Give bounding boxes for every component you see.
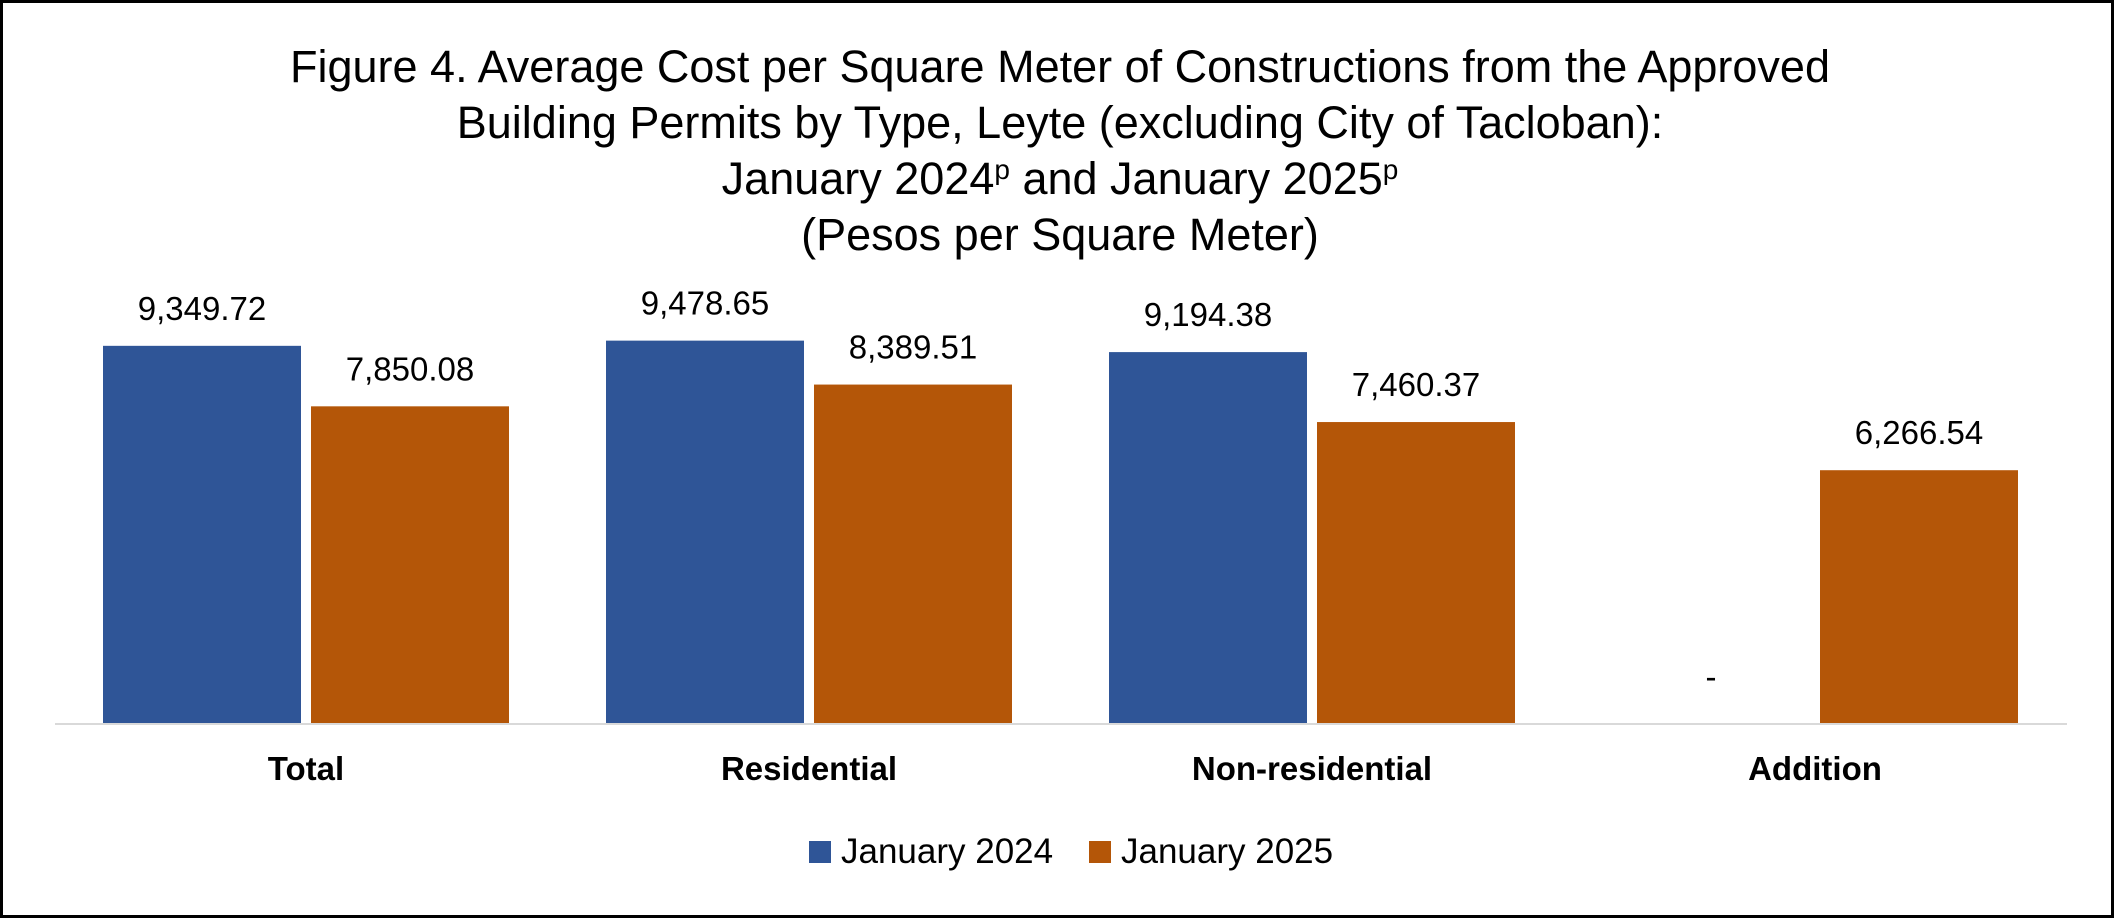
legend-label-january-2024: January 2024 xyxy=(841,832,1053,871)
category-label-non-residential: Non-residential xyxy=(1192,750,1432,787)
chart-subtitle: (Pesos per Square Meter) xyxy=(801,209,1319,260)
title-preliminary-mark-2: p xyxy=(1383,154,1399,185)
legend-swatch-january-2024 xyxy=(809,841,831,863)
category-label-total: Total xyxy=(268,750,344,787)
bar-residential-january-2024 xyxy=(606,340,804,723)
chart-title: Figure 4. Average Cost per Square Meter … xyxy=(290,41,1830,260)
legend-label-january-2025: January 2025 xyxy=(1121,832,1333,871)
category-axis-labels: Total Residential Non-residential Addition xyxy=(268,750,1882,787)
bar-chart: Figure 4. Average Cost per Square Meter … xyxy=(55,41,2067,871)
bar-residential-january-2025 xyxy=(814,384,1012,723)
bar-total-january-2025 xyxy=(311,406,509,723)
data-label-addition-january-2025: 6,266.54 xyxy=(1855,414,1983,451)
data-label-residential-january-2025: 8,389.51 xyxy=(849,329,977,366)
chart-title-line-2: Building Permits by Type, Leyte (excludi… xyxy=(457,97,1663,148)
category-label-addition: Addition xyxy=(1748,750,1882,787)
title-period-1: January 2024 xyxy=(722,153,995,204)
category-label-residential: Residential xyxy=(721,750,897,787)
data-label-total-january-2024: 9,349.72 xyxy=(138,290,266,327)
chart-title-line-3: January 2024p and January 2025p xyxy=(722,153,1399,204)
bar-non-residential-january-2024 xyxy=(1109,352,1307,723)
legend: January 2024 January 2025 xyxy=(809,832,1333,871)
data-label-non-residential-january-2024: 9,194.38 xyxy=(1144,296,1272,333)
bar-total-january-2024 xyxy=(103,345,301,723)
plot-area: 9,349.72 7,850.08 9,478.65 8,389.51 9,194.38… xyxy=(55,285,2067,725)
data-label-total-january-2025: 7,850.08 xyxy=(346,350,474,387)
title-preliminary-mark-1: p xyxy=(994,154,1010,185)
data-label-residential-january-2024: 9,478.65 xyxy=(641,285,769,322)
chart-title-line-1: Figure 4. Average Cost per Square Meter … xyxy=(290,41,1830,92)
legend-swatch-january-2025 xyxy=(1089,841,1111,863)
bar-addition-january-2025 xyxy=(1820,470,2018,723)
data-label-non-residential-january-2025: 7,460.37 xyxy=(1352,366,1480,403)
data-label-addition-january-2024: - xyxy=(1706,658,1717,695)
bar-non-residential-january-2025 xyxy=(1317,422,1515,723)
title-period-2: and January 2025 xyxy=(1010,153,1383,204)
